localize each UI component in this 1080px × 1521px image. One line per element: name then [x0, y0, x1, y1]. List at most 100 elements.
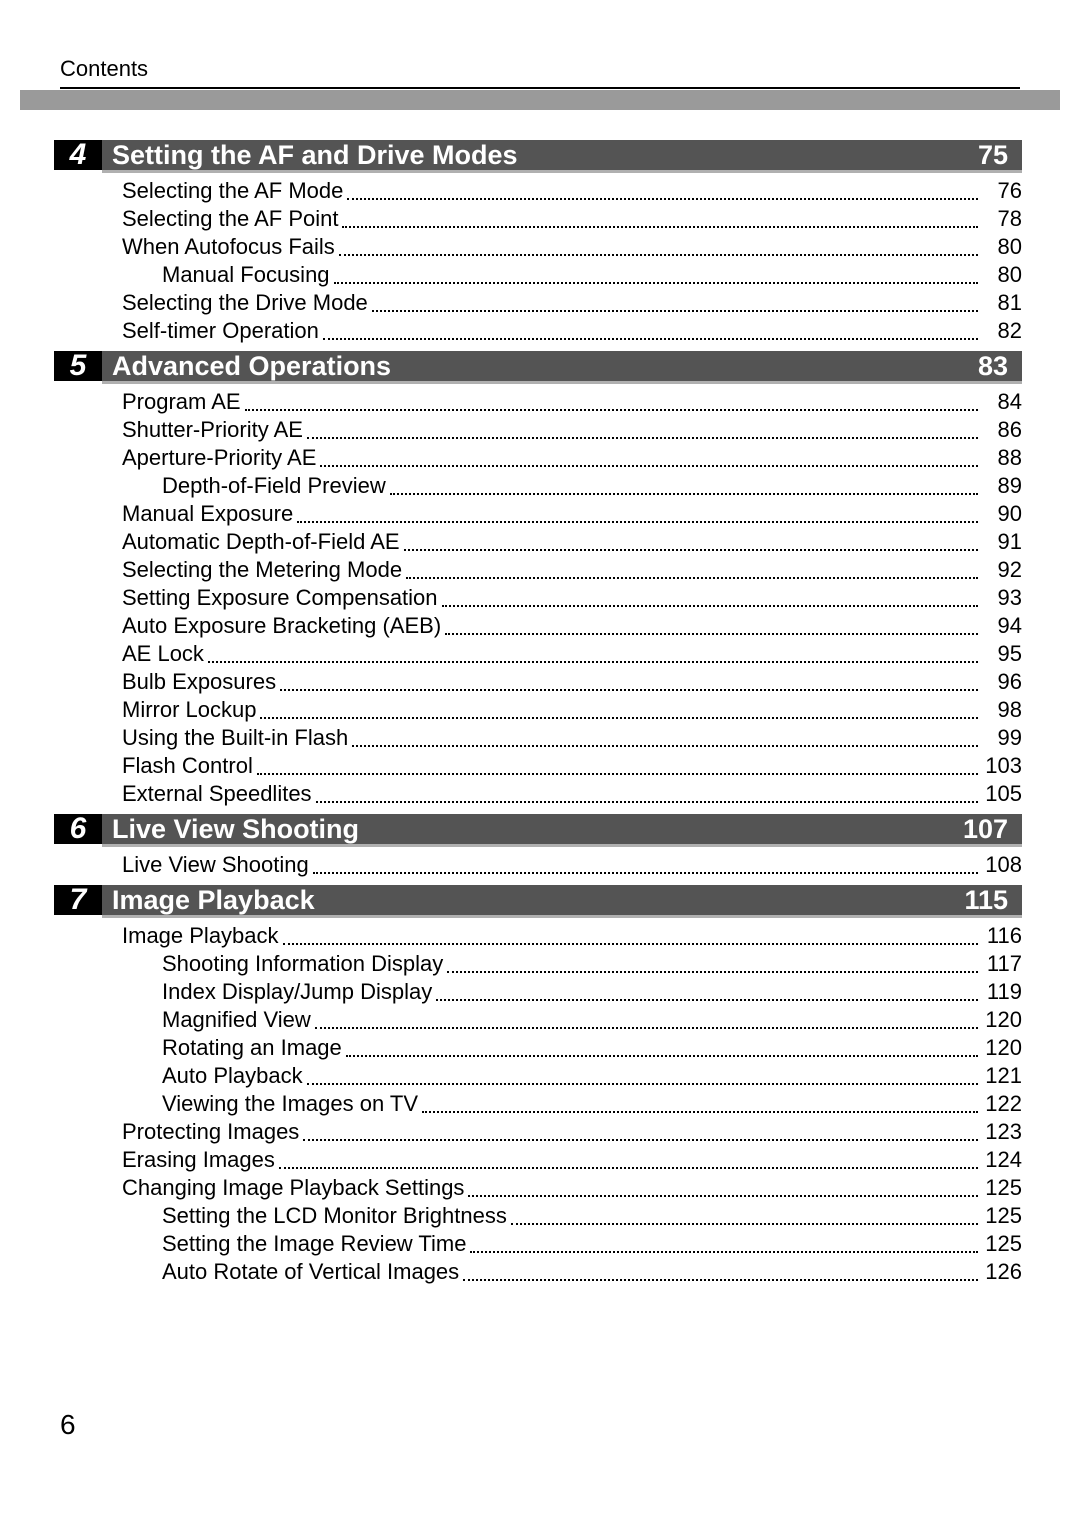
toc-entry: Viewing the Images on TV122 — [122, 1090, 1022, 1118]
toc-entry: Self-timer Operation82 — [122, 317, 1022, 345]
toc-dots — [346, 1055, 978, 1057]
header-grey-bar — [20, 90, 1060, 110]
toc-entry: Protecting Images 123 — [122, 1118, 1022, 1146]
toc-entry: Program AE84 — [122, 388, 1022, 416]
toc-entry: Bulb Exposures96 — [122, 668, 1022, 696]
toc-dots — [260, 717, 978, 719]
toc-entry-label: External Speedlites — [122, 780, 312, 808]
toc-dots — [463, 1279, 978, 1281]
toc-entry-label: Viewing the Images on TV — [162, 1090, 418, 1118]
toc-dots — [511, 1223, 978, 1225]
toc-dots — [447, 971, 978, 973]
header-contents-label: Contents — [60, 56, 148, 82]
toc-entry-page: 94 — [982, 612, 1022, 640]
toc-dots — [283, 943, 978, 945]
toc-entry-label: Selecting the Drive Mode — [122, 289, 368, 317]
toc-entry-label: Selecting the Metering Mode — [122, 556, 402, 584]
toc-entry-page: 116 — [982, 922, 1022, 950]
toc-entry: Depth-of-Field Preview89 — [122, 472, 1022, 500]
toc-entry-label: Magnified View — [162, 1006, 311, 1034]
chapter-title-bar: Setting the AF and Drive Modes 75 — [102, 140, 1022, 173]
toc-entry-page: 99 — [982, 724, 1022, 752]
toc-entry: Automatic Depth-of-Field AE91 — [122, 528, 1022, 556]
toc-entry-label: Index Display/Jump Display — [162, 978, 432, 1006]
toc-entry-label: Protecting Images — [122, 1118, 299, 1146]
toc-dots — [303, 1139, 978, 1141]
toc-entry-label: Auto Exposure Bracketing (AEB) — [122, 612, 441, 640]
toc-entry: Live View Shooting108 — [122, 851, 1022, 879]
chapter-header: 4 Setting the AF and Drive Modes 75 — [54, 140, 1022, 173]
toc-dots — [404, 549, 978, 551]
toc-entry: Auto Rotate of Vertical Images 126 — [122, 1258, 1022, 1286]
chapter-header: 5Advanced Operations83 — [54, 351, 1022, 384]
chapter-number: 6 — [54, 814, 102, 847]
toc-dots — [313, 872, 978, 874]
toc-dots — [352, 745, 978, 747]
toc-entry: Magnified View 120 — [122, 1006, 1022, 1034]
toc-entry-label: Setting Exposure Compensation — [122, 584, 438, 612]
toc-entry: AE Lock 95 — [122, 640, 1022, 668]
header-rule — [60, 87, 1020, 89]
toc-entry-label: AE Lock — [122, 640, 204, 668]
toc-entry-label: Depth-of-Field Preview — [162, 472, 386, 500]
toc-entry-page: 119 — [982, 978, 1022, 1006]
toc-dots — [257, 773, 978, 775]
toc-entry: Using the Built-in Flash99 — [122, 724, 1022, 752]
toc-dots — [372, 310, 978, 312]
toc-entry-label: Aperture-Priority AE — [122, 444, 316, 472]
toc-entry-page: 103 — [982, 752, 1022, 780]
chapter: 4 Setting the AF and Drive Modes 75 Selecti… — [54, 140, 1022, 345]
toc-entry-page: 120 — [982, 1006, 1022, 1034]
toc-entry-label: Automatic Depth-of-Field AE — [122, 528, 400, 556]
chapter-number: 5 — [54, 351, 102, 384]
chapter-title-bar: Advanced Operations83 — [102, 351, 1022, 384]
toc-entry-page: 93 — [982, 584, 1022, 612]
chapter-page: 115 — [964, 885, 1008, 916]
toc-entry: Mirror Lockup98 — [122, 696, 1022, 724]
chapter-entries: Live View Shooting108 — [54, 851, 1022, 879]
chapter-title: Setting the AF and Drive Modes — [112, 140, 518, 171]
toc-dots — [334, 282, 978, 284]
toc-entry-label: Auto Rotate of Vertical Images — [162, 1258, 459, 1286]
toc-entry: Aperture-Priority AE 88 — [122, 444, 1022, 472]
toc-entry-label: Changing Image Playback Settings — [122, 1174, 464, 1202]
toc-dots — [347, 198, 978, 200]
chapter-entries: Image Playback116Shooting Information Di… — [54, 922, 1022, 1286]
chapter-page: 83 — [978, 351, 1008, 382]
toc-entry: Setting the Image Review Time125 — [122, 1230, 1022, 1258]
toc-entry-page: 105 — [982, 780, 1022, 808]
toc-entry: Shutter-Priority AE86 — [122, 416, 1022, 444]
toc-entry-page: 81 — [982, 289, 1022, 317]
toc-dots — [422, 1111, 978, 1113]
toc-entry-page: 126 — [982, 1258, 1022, 1286]
toc-entry-label: Setting the Image Review Time — [162, 1230, 466, 1258]
chapter-number: 4 — [54, 140, 102, 173]
toc-dots — [307, 437, 978, 439]
toc-dots — [307, 1083, 978, 1085]
toc-entry-label: Mirror Lockup — [122, 696, 256, 724]
toc-entry: Auto Playback121 — [122, 1062, 1022, 1090]
toc-dots — [445, 633, 978, 635]
toc-entry-page: 123 — [982, 1118, 1022, 1146]
toc-entry-label: Rotating an Image — [162, 1034, 342, 1062]
toc-entry-page: 95 — [982, 640, 1022, 668]
toc-content: 4 Setting the AF and Drive Modes 75 Selecti… — [54, 140, 1022, 1292]
toc-entry-page: 88 — [982, 444, 1022, 472]
chapter-page: 75 — [978, 140, 1008, 171]
toc-entry-page: 78 — [982, 205, 1022, 233]
chapter: 6Live View Shooting107 Live View Shooting… — [54, 814, 1022, 879]
chapter-header: 7Image Playback115 — [54, 885, 1022, 918]
toc-entry-page: 125 — [982, 1174, 1022, 1202]
toc-entry-page: 124 — [982, 1146, 1022, 1174]
toc-dots — [342, 226, 978, 228]
toc-entry: Selecting the Metering Mode92 — [122, 556, 1022, 584]
toc-entry-page: 82 — [982, 317, 1022, 345]
toc-entry: External Speedlites 105 — [122, 780, 1022, 808]
toc-entry-label: Live View Shooting — [122, 851, 309, 879]
toc-entry-label: Manual Focusing — [162, 261, 330, 289]
chapter-header: 6Live View Shooting107 — [54, 814, 1022, 847]
toc-entry: Image Playback 116 — [122, 922, 1022, 950]
toc-entry-label: When Autofocus Fails — [122, 233, 335, 261]
toc-entry-page: 86 — [982, 416, 1022, 444]
toc-entry-label: Image Playback — [122, 922, 279, 950]
